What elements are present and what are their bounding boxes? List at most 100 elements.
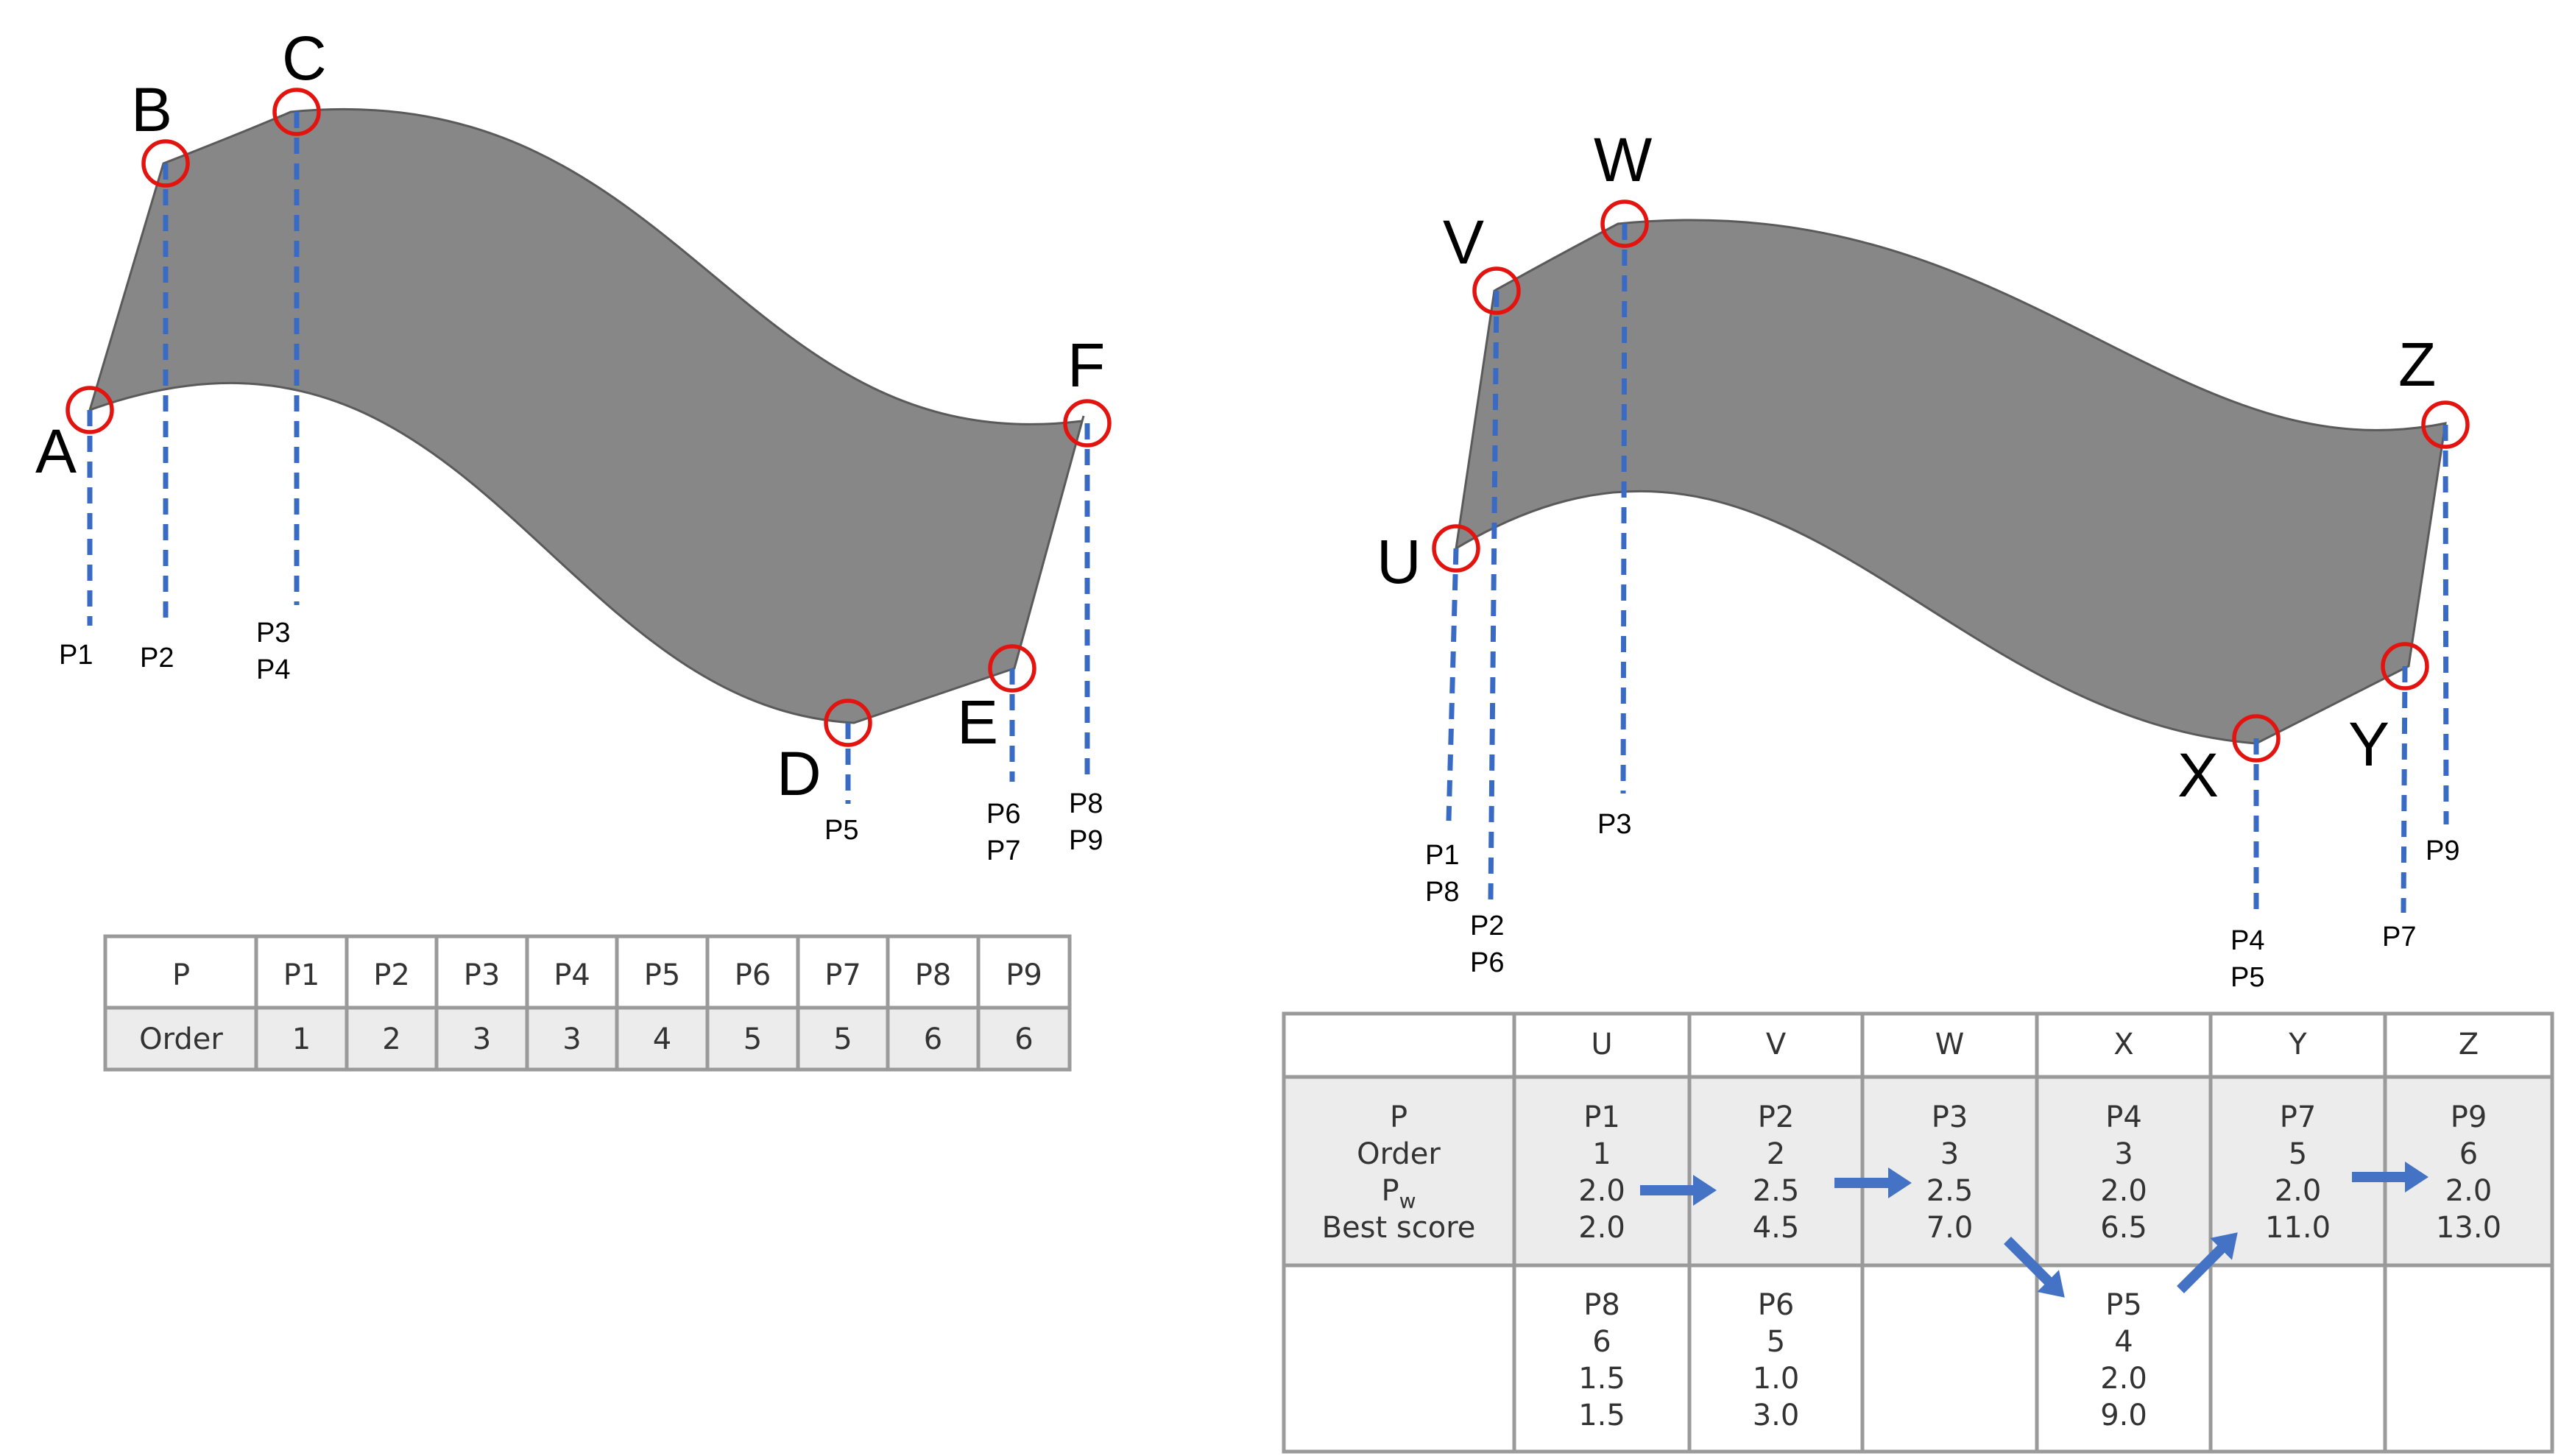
left-table-header-cell: P3	[464, 958, 501, 992]
plabel-z-1: P9	[2426, 835, 2459, 866]
left-table-order-cell: 6	[1014, 1022, 1033, 1056]
left-table-order-cell: 5	[833, 1022, 852, 1056]
left-table-header-cell: P2	[373, 958, 410, 992]
row-label-pw-sub: w	[1399, 1189, 1416, 1213]
left-table-header-label: P	[172, 958, 190, 992]
best-path-cell-value: 6.5	[2100, 1211, 2147, 1245]
best-path-cell-value: 3	[1940, 1137, 1959, 1171]
plabel-x-1: P4	[2230, 925, 2264, 956]
best-path-cell-value: P1	[1583, 1100, 1620, 1134]
vertex-label-z: Z	[2398, 330, 2436, 399]
plabel-b-1: P2	[140, 643, 174, 674]
best-path-cell-value: 2.0	[1578, 1174, 1625, 1208]
vertex-label-d: D	[777, 739, 822, 808]
plabel-x-2: P5	[2230, 962, 2264, 993]
plabel-f-1: P8	[1069, 788, 1103, 819]
plabel-v-1: P2	[1470, 911, 1504, 941]
right-table-column-header: W	[1935, 1028, 1965, 1061]
dash-z	[2445, 425, 2446, 824]
plabel-w-1: P3	[1597, 809, 1631, 840]
plabel-f-2: P9	[1069, 825, 1103, 856]
left-table-order-cell: 6	[924, 1022, 942, 1056]
left-figure: A B C D E F P1 P2 P3 P4 P5 P6 P7 P8 P9 P…	[35, 24, 1109, 1070]
left-table-header-cell: P8	[915, 958, 952, 992]
alternative-cell-value: 1.0	[1753, 1362, 1800, 1396]
left-table-header-cell: P1	[283, 958, 320, 992]
alternative-cell-value: 1.5	[1578, 1362, 1625, 1396]
best-path-cell-value: 3	[2114, 1137, 2133, 1171]
best-path-cell-value: 2.0	[2445, 1174, 2493, 1208]
best-path-cell-value: 2.0	[1578, 1211, 1625, 1245]
left-order-table: P Order P1 P2 P3 P4 P5 P6 P7 P8 P91 2 3 3 4 5 5 6 6	[105, 936, 1070, 1070]
plabel-e-2: P7	[986, 835, 1020, 866]
best-path-cell-value: P4	[2105, 1100, 2142, 1134]
best-path-cell-value: 2.0	[2275, 1174, 2322, 1208]
alternative-cell-value: P8	[1583, 1288, 1620, 1322]
right-table-column-header: U	[1591, 1028, 1612, 1061]
alternative-cell-value: P5	[2105, 1288, 2142, 1322]
right-table-column-header: X	[2113, 1028, 2133, 1061]
left-table-row-label: Order	[139, 1022, 223, 1056]
best-path-cell-value: P2	[1758, 1100, 1795, 1134]
right-table-column-header: V	[1766, 1028, 1787, 1061]
best-path-cell-value: 13.0	[2436, 1211, 2501, 1245]
right-surface	[1456, 220, 2445, 743]
alternative-cell-value: 4	[2114, 1325, 2133, 1359]
plabel-c-2: P4	[256, 654, 290, 685]
plabel-u-1: P1	[1425, 840, 1459, 871]
left-table-header-cell: P9	[1006, 958, 1042, 992]
vertex-label-x: X	[2177, 741, 2219, 810]
vertex-label-a: A	[35, 417, 77, 486]
right-point-labels: P1 P8 P2 P6 P3 P4 P5 P7 P9	[1425, 809, 2459, 993]
row-label-order: Order	[1357, 1137, 1441, 1171]
alternative-cell-value: 5	[1767, 1325, 1785, 1359]
alternative-cell-value: 2.0	[2100, 1362, 2147, 1396]
left-table-order-cell: 4	[653, 1022, 671, 1056]
vertex-label-v: V	[1443, 208, 1484, 277]
vertex-label-f: F	[1067, 331, 1105, 400]
right-figure: U V W X Y Z P1 P8 P2 P6 P3 P4 P5 P7 P9 P…	[1284, 125, 2552, 1452]
left-table-order-cell: 3	[473, 1022, 491, 1056]
plabel-u-2: P8	[1425, 877, 1459, 908]
dash-y	[2403, 666, 2405, 913]
vertex-label-e: E	[957, 688, 998, 757]
best-path-cell-value: 2.5	[1753, 1174, 1800, 1208]
best-path-cell-value: 2.0	[2100, 1174, 2147, 1208]
row-label-best-score: Best score	[1322, 1211, 1476, 1245]
best-path-cell-value: 2.5	[1926, 1174, 1974, 1208]
plabel-e-1: P6	[986, 799, 1020, 830]
dash-w	[1623, 224, 1625, 794]
best-path-cell-value: 5	[2289, 1137, 2307, 1171]
row-label-p: P	[1390, 1100, 1407, 1134]
best-path-cell-value: P7	[2280, 1100, 2317, 1134]
plabel-a-1: P1	[59, 640, 93, 671]
alternative-cell-value: P6	[1758, 1288, 1795, 1322]
left-table-header-cell: P6	[735, 958, 771, 992]
alternative-cell-value: 1.5	[1578, 1399, 1625, 1432]
right-score-table: P Order Pw Best score U V W X Y ZP112.02.0P22…	[1284, 1014, 2552, 1452]
left-table-order-cell: 3	[562, 1022, 581, 1056]
alternative-cell-value: 6	[1592, 1325, 1611, 1359]
plabel-d-1: P5	[824, 815, 858, 846]
best-path-cell-value: 7.0	[1926, 1211, 1974, 1245]
left-table-header-cell: P4	[554, 958, 590, 992]
left-table-order-cell: 2	[382, 1022, 400, 1056]
vertex-label-c: C	[282, 24, 327, 93]
vertex-label-b: B	[131, 75, 172, 144]
left-surface	[90, 109, 1084, 723]
best-path-cell-value: 4.5	[1753, 1211, 1800, 1245]
best-path-cell-value: 6	[2459, 1137, 2478, 1171]
vertex-label-y: Y	[2348, 710, 2389, 779]
left-table-header-cell: P5	[644, 958, 681, 992]
best-path-cell-value: P9	[2451, 1100, 2487, 1134]
vertex-label-w: W	[1594, 125, 1652, 194]
row-label-pw-main: P	[1381, 1174, 1399, 1208]
vertex-label-u: U	[1377, 527, 1421, 596]
best-path-cell-value: P3	[1932, 1100, 1968, 1134]
left-table-header-cell: P7	[824, 958, 861, 992]
right-table-column-header: Z	[2459, 1028, 2479, 1061]
alternative-cell-value: 3.0	[1753, 1399, 1800, 1432]
right-table-column-header: Y	[2288, 1028, 2307, 1061]
plabel-v-2: P6	[1470, 947, 1504, 978]
